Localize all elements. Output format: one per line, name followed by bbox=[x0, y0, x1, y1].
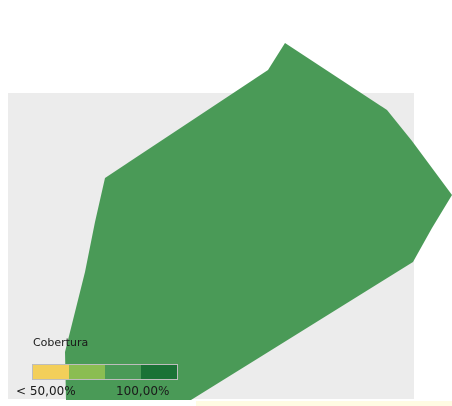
legend-color-bar bbox=[32, 364, 178, 380]
legend: Cobertura < 50,00% 100,00% bbox=[0, 336, 200, 402]
legend-title: Cobertura bbox=[33, 336, 88, 349]
legend-max-label: 100,00% bbox=[116, 384, 169, 398]
legend-swatch-1 bbox=[33, 365, 69, 379]
map-bottom-strip bbox=[196, 401, 452, 406]
legend-min-label: < 50,00% bbox=[16, 384, 76, 398]
legend-swatch-2 bbox=[69, 365, 105, 379]
legend-swatch-4 bbox=[141, 365, 177, 379]
legend-swatch-3 bbox=[105, 365, 141, 379]
